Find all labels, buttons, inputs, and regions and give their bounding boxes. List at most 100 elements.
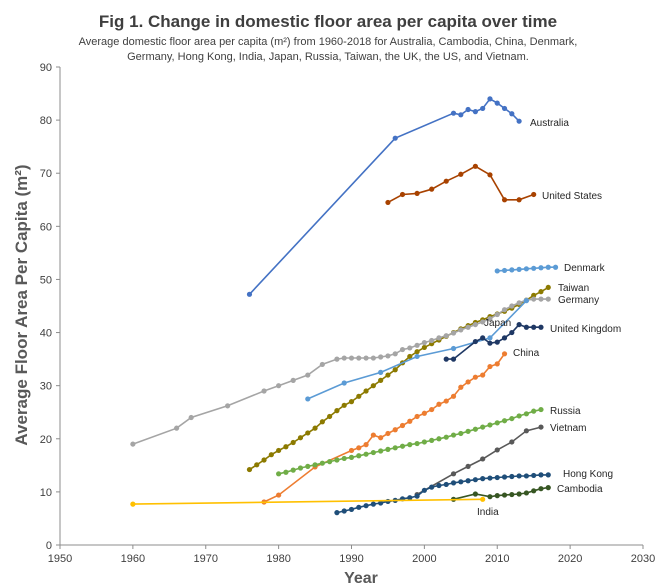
data-point-germany <box>538 296 544 302</box>
data-point-united-states <box>531 191 537 198</box>
data-point-hong-kong <box>538 472 544 478</box>
data-point-denmark <box>516 266 522 272</box>
data-point-cambodia <box>509 491 515 498</box>
data-point-united-kingdom <box>480 335 486 341</box>
chart-title: Fig 1. Change in domestic floor area per… <box>98 12 558 31</box>
data-point-germany <box>130 441 136 447</box>
x-tick-label: 1990 <box>339 553 363 565</box>
data-point-hong-kong <box>443 481 449 488</box>
data-point-vietnam <box>538 424 544 430</box>
data-point-germany <box>531 296 537 302</box>
data-point-germany <box>385 353 391 359</box>
data-point-germany <box>363 355 369 361</box>
data-point-germany <box>276 383 282 389</box>
data-point-japan <box>414 353 420 360</box>
data-point-russia <box>516 413 522 419</box>
data-point-japan <box>378 369 384 375</box>
data-point-united-states <box>501 197 508 203</box>
data-point-united-kingdom <box>509 329 515 336</box>
data-point-vietnam <box>465 463 471 469</box>
data-point-hong-kong <box>516 473 522 479</box>
data-point-russia <box>305 463 311 469</box>
data-point-china <box>450 393 457 399</box>
data-point-hong-kong <box>334 510 340 516</box>
data-point-australia <box>392 135 398 141</box>
series-label-germany: Germany <box>558 295 599 306</box>
data-point-australia <box>487 96 493 102</box>
data-point-russia <box>443 434 449 440</box>
data-point-russia <box>421 439 427 445</box>
data-point-china <box>407 418 413 424</box>
data-point-russia <box>472 426 478 432</box>
data-point-japan <box>341 380 347 386</box>
data-point-russia <box>370 449 376 456</box>
data-point-hong-kong <box>378 500 384 506</box>
data-point-cambodia <box>494 493 500 499</box>
data-point-united-kingdom <box>443 356 449 362</box>
data-point-hong-kong <box>363 503 369 509</box>
data-point-taiwan <box>246 466 253 473</box>
data-point-hong-kong <box>341 508 347 514</box>
series-japan: Japan <box>305 298 530 402</box>
x-tick-label: 2030 <box>631 553 655 565</box>
data-point-taiwan <box>254 462 260 468</box>
data-point-australia <box>494 100 500 106</box>
data-point-australia <box>480 105 486 112</box>
data-point-united-kingdom <box>487 340 493 346</box>
x-tick-label: 1980 <box>266 553 290 565</box>
series-label-vietnam: Vietnam <box>550 423 587 434</box>
x-tick-label: 1960 <box>121 553 145 565</box>
data-point-united-states <box>472 163 478 169</box>
data-point-united-states <box>414 190 420 197</box>
series-label-india: India <box>477 507 499 518</box>
data-point-hong-kong <box>545 472 551 478</box>
data-point-russia <box>407 442 413 448</box>
data-point-china <box>392 427 398 433</box>
data-point-australia <box>516 118 522 124</box>
data-point-vietnam <box>509 439 515 445</box>
data-point-germany <box>188 414 194 421</box>
data-point-germany <box>436 335 442 341</box>
data-point-hong-kong <box>450 480 457 486</box>
data-point-hong-kong <box>480 476 486 482</box>
data-point-hong-kong <box>494 474 500 481</box>
data-point-russia <box>327 459 333 465</box>
data-point-germany <box>305 372 311 378</box>
data-point-denmark <box>523 266 530 272</box>
data-point-vietnam <box>494 447 500 453</box>
data-point-china <box>494 361 500 367</box>
data-point-hong-kong <box>472 477 478 483</box>
data-point-taiwan <box>261 457 267 463</box>
data-point-germany <box>174 425 180 431</box>
data-point-russia <box>319 460 325 466</box>
x-tick-label: 2010 <box>485 553 509 565</box>
x-tick-label: 1970 <box>194 553 218 565</box>
data-point-australia <box>509 111 515 117</box>
data-point-germany <box>370 355 376 361</box>
data-point-russia <box>429 437 435 443</box>
data-point-japan <box>305 396 311 402</box>
data-point-taiwan <box>305 430 311 436</box>
series-line-vietnam <box>416 426 542 496</box>
data-point-china <box>443 398 449 404</box>
data-point-vietnam <box>523 428 530 434</box>
data-point-china <box>370 432 376 438</box>
data-point-russia <box>523 411 530 417</box>
series-label-china: China <box>513 348 540 359</box>
data-point-denmark <box>494 268 500 274</box>
data-point-russia <box>363 451 369 457</box>
data-point-taiwan <box>378 377 384 383</box>
plot-area: Australia United States Denmark TaiwanGerma… <box>130 96 621 518</box>
data-point-china <box>276 492 282 498</box>
data-point-australia <box>458 112 464 118</box>
data-point-germany <box>392 351 398 357</box>
data-point-japan <box>450 345 457 352</box>
data-point-china <box>487 363 493 370</box>
series-cambodia: Cambodia <box>450 484 603 502</box>
data-point-india <box>480 496 486 502</box>
data-point-cambodia <box>523 490 530 496</box>
data-point-germany <box>261 388 267 394</box>
data-point-germany <box>319 361 325 368</box>
data-point-russia <box>297 465 304 471</box>
data-point-germany <box>443 333 449 339</box>
